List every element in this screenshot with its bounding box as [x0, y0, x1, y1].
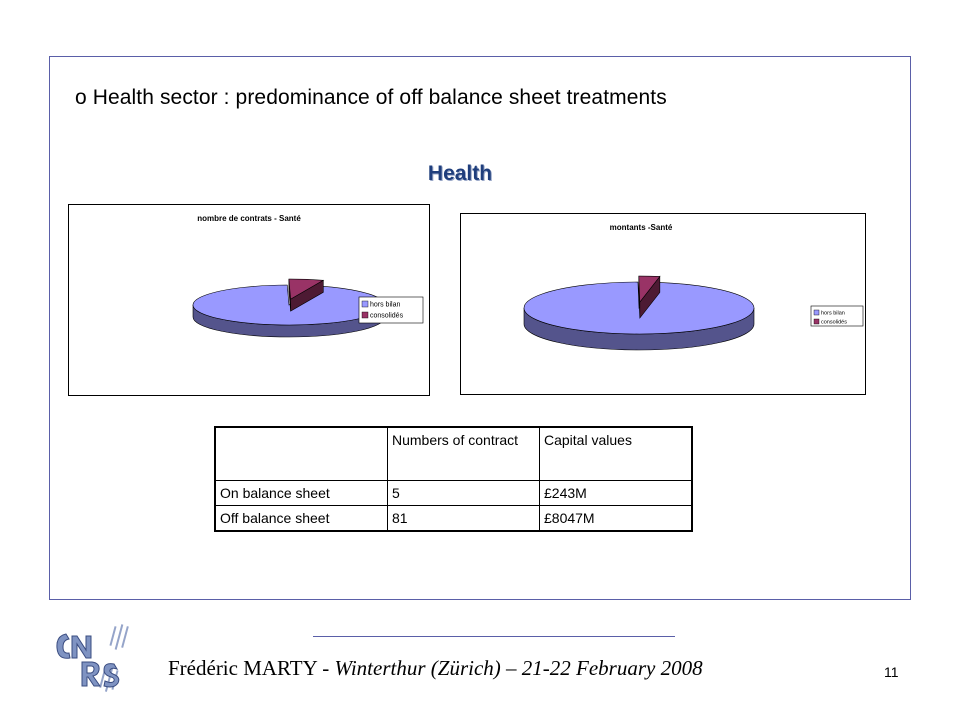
table-cell: 81 — [387, 505, 540, 532]
pie-chart-contracts-svg: nombre de contrats - Santé hors bilan cons… — [192, 214, 424, 338]
pie-chart-contracts: nombre de contrats - Santé hors bilan cons… — [68, 204, 430, 396]
chart-legend: hors bilan consolidés — [358, 296, 424, 324]
pie-slice-hors-bilan — [523, 281, 755, 351]
table-cell: Off balance sheet — [214, 505, 388, 532]
pie-slice-hors-bilan — [192, 284, 386, 338]
pie-slice-consolidés — [288, 278, 325, 312]
legend-item: consolidés — [370, 313, 404, 320]
legend-item: hors bilan — [370, 302, 400, 309]
cnrs-logo — [56, 624, 129, 692]
pie-chart-amounts-svg: montants -Santé hors bilan consolidés — [523, 223, 864, 351]
content-frame — [49, 56, 911, 600]
table-header-cell — [214, 426, 388, 481]
footer-dash: - — [317, 656, 335, 680]
legend-item: hors bilan — [821, 311, 845, 317]
pie-chart-amounts: montants -Santé hors bilan consolidés — [460, 213, 866, 395]
footer-separator — [313, 636, 675, 637]
table-cell: £243M — [539, 480, 693, 506]
chart-title: montants -Santé — [610, 223, 673, 232]
page-number: 11 — [884, 664, 899, 680]
health-data-table: Numbers of contract Capital values On ba… — [214, 426, 693, 532]
bullet-point: o Health sector : predominance of off ba… — [75, 86, 667, 110]
table-cell: 5 — [387, 480, 540, 506]
table-header-cell: Numbers of contract — [387, 426, 540, 481]
footer-text: Frédéric MARTY - Winterthur (Zürich) – 2… — [168, 656, 703, 681]
chart-legend: hors bilan consolidés — [810, 305, 864, 327]
legend-swatch — [361, 311, 369, 319]
table-cell: On balance sheet — [214, 480, 388, 506]
table-cell: £8047M — [539, 505, 693, 532]
chart-title: nombre de contrats - Santé — [197, 214, 301, 223]
table-header-row: Numbers of contract Capital values — [214, 426, 693, 481]
pie-slice-consolidés — [638, 275, 661, 319]
table-row: Off balance sheet 81 £8047M — [214, 505, 693, 532]
footer-venue-date: Winterthur (Zürich) – 21-22 February 200… — [334, 656, 703, 680]
table-header-cell: Capital values — [539, 426, 693, 481]
bullet-marker: o — [75, 86, 87, 109]
legend-swatch — [361, 300, 369, 308]
legend-item: consolidés — [821, 320, 847, 326]
footer-author: Frédéric MARTY — [168, 656, 318, 680]
bullet-text: Health sector : predominance of off bala… — [92, 86, 667, 109]
table-row: On balance sheet 5 £243M — [214, 480, 693, 506]
section-title: Health — [427, 162, 493, 185]
legend-swatch — [813, 309, 820, 316]
legend-swatch — [813, 318, 820, 325]
